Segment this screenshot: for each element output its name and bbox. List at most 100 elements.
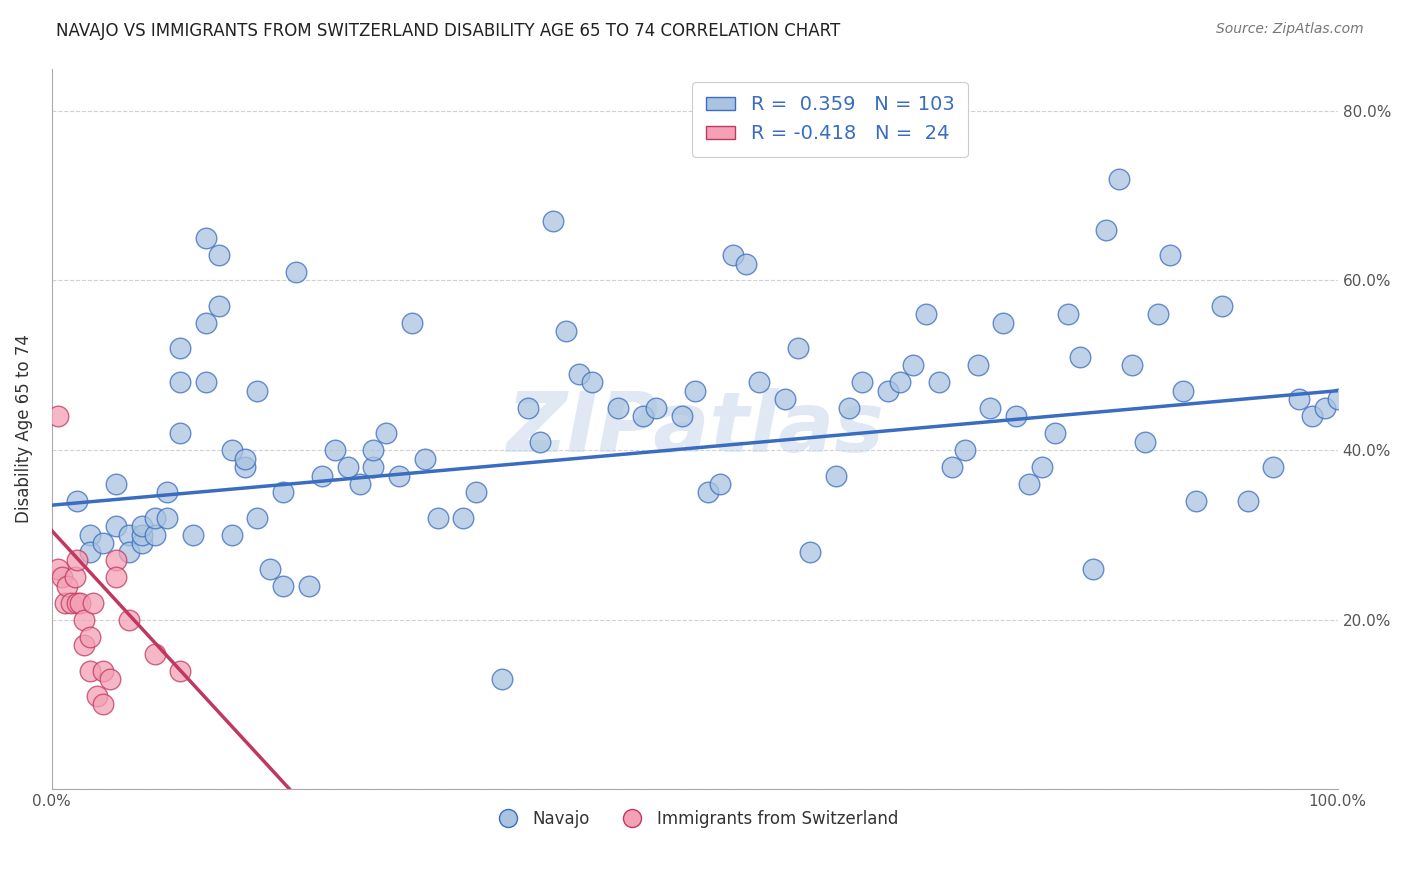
Y-axis label: Disability Age 65 to 74: Disability Age 65 to 74 xyxy=(15,334,32,524)
Point xyxy=(696,485,718,500)
Point xyxy=(541,214,564,228)
Point xyxy=(298,579,321,593)
Point xyxy=(169,341,191,355)
Point xyxy=(1263,460,1285,475)
Point xyxy=(633,409,655,424)
Legend: Navajo, Immigrants from Switzerland: Navajo, Immigrants from Switzerland xyxy=(485,804,905,835)
Point xyxy=(928,376,950,390)
Point xyxy=(516,401,538,415)
Point xyxy=(426,511,449,525)
Point xyxy=(993,316,1015,330)
Point xyxy=(1173,384,1195,398)
Point xyxy=(1108,171,1130,186)
Point xyxy=(156,485,179,500)
Point xyxy=(271,579,294,593)
Point xyxy=(966,359,988,373)
Point xyxy=(233,451,256,466)
Point xyxy=(53,596,76,610)
Point xyxy=(118,545,141,559)
Point xyxy=(413,451,436,466)
Point xyxy=(1095,222,1118,236)
Point xyxy=(825,468,848,483)
Point xyxy=(323,443,346,458)
Point xyxy=(195,231,218,245)
Point xyxy=(1083,562,1105,576)
Point xyxy=(79,545,101,559)
Point xyxy=(748,376,770,390)
Point xyxy=(361,460,384,475)
Point xyxy=(46,409,69,424)
Point xyxy=(66,553,89,567)
Point xyxy=(606,401,628,415)
Point xyxy=(208,299,231,313)
Point xyxy=(46,562,69,576)
Point xyxy=(1043,426,1066,441)
Point xyxy=(131,528,153,542)
Point xyxy=(181,528,204,542)
Point xyxy=(143,511,166,525)
Point xyxy=(568,367,591,381)
Point xyxy=(1031,460,1053,475)
Point xyxy=(66,596,89,610)
Point xyxy=(838,401,860,415)
Point xyxy=(953,443,976,458)
Point xyxy=(451,511,474,525)
Point xyxy=(105,477,128,491)
Point xyxy=(69,596,91,610)
Point xyxy=(91,664,114,678)
Point xyxy=(86,689,108,703)
Point xyxy=(555,324,578,338)
Point xyxy=(915,307,938,321)
Point xyxy=(169,426,191,441)
Point xyxy=(105,553,128,567)
Point xyxy=(799,545,821,559)
Text: Source: ZipAtlas.com: Source: ZipAtlas.com xyxy=(1216,22,1364,37)
Point xyxy=(259,562,281,576)
Point xyxy=(221,443,243,458)
Point xyxy=(723,248,745,262)
Point xyxy=(1159,248,1181,262)
Point xyxy=(671,409,693,424)
Point xyxy=(735,256,758,270)
Point xyxy=(91,698,114,712)
Point xyxy=(709,477,731,491)
Point xyxy=(105,519,128,533)
Point xyxy=(1313,401,1336,415)
Point xyxy=(491,672,513,686)
Point xyxy=(1211,299,1233,313)
Point xyxy=(91,536,114,550)
Point xyxy=(1146,307,1168,321)
Point xyxy=(1069,350,1091,364)
Point xyxy=(118,613,141,627)
Point xyxy=(82,596,104,610)
Point xyxy=(1301,409,1323,424)
Point xyxy=(195,316,218,330)
Point xyxy=(375,426,398,441)
Point xyxy=(169,664,191,678)
Point xyxy=(1236,494,1258,508)
Point xyxy=(903,359,925,373)
Point xyxy=(195,376,218,390)
Point xyxy=(388,468,411,483)
Point xyxy=(208,248,231,262)
Text: NAVAJO VS IMMIGRANTS FROM SWITZERLAND DISABILITY AGE 65 TO 74 CORRELATION CHART: NAVAJO VS IMMIGRANTS FROM SWITZERLAND DI… xyxy=(56,22,841,40)
Point xyxy=(876,384,898,398)
Point xyxy=(1288,392,1310,407)
Point xyxy=(979,401,1001,415)
Point xyxy=(1005,409,1028,424)
Point xyxy=(56,579,79,593)
Point xyxy=(66,494,89,508)
Point xyxy=(271,485,294,500)
Point xyxy=(941,460,963,475)
Point xyxy=(581,376,603,390)
Point xyxy=(645,401,668,415)
Point xyxy=(786,341,808,355)
Point xyxy=(311,468,333,483)
Point xyxy=(529,434,551,449)
Point xyxy=(60,596,83,610)
Point xyxy=(79,630,101,644)
Point xyxy=(79,664,101,678)
Point xyxy=(889,376,911,390)
Point xyxy=(349,477,371,491)
Point xyxy=(773,392,796,407)
